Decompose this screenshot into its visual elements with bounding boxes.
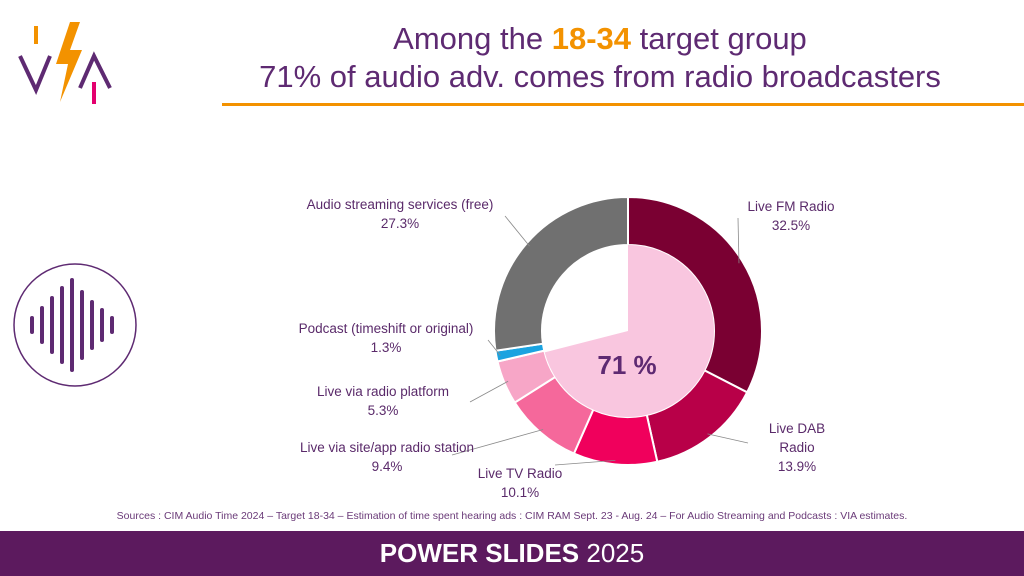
- slice-label: Podcast (timeshift or original) 1.3%: [299, 321, 474, 355]
- via-logo: [18, 22, 112, 104]
- slice-label: Live via radio platform 5.3%: [317, 384, 449, 418]
- slice-label: Live FM Radio 32.5%: [747, 199, 834, 233]
- footer-banner: POWER SLIDES 2025: [0, 531, 1024, 576]
- footer-title: POWER SLIDES: [379, 538, 580, 568]
- slice-label: Audio streaming services (free) 27.3%: [307, 197, 494, 231]
- slice-label: Live via site/app radio station 9.4%: [300, 440, 474, 474]
- footer-year: 2025: [586, 538, 645, 568]
- leader-line: [554, 459, 616, 466]
- slice-label: Live DAB Radio 13.9%: [769, 421, 825, 474]
- title-highlight: 18-34: [551, 21, 632, 56]
- sound-wave-icon: [13, 263, 137, 387]
- leader-line: [469, 380, 509, 403]
- leader-line: [707, 433, 749, 444]
- title-underline: [222, 103, 1024, 106]
- slice-label: Live TV Radio 10.1%: [478, 466, 563, 500]
- sources-note: Sources : CIM Audio Time 2024 – Target 1…: [116, 510, 908, 522]
- inner-highlight-area: [544, 245, 715, 418]
- donut-slice: [493, 195, 629, 352]
- leader-line: [487, 339, 501, 356]
- leader-line: [737, 217, 740, 264]
- leader-line: [504, 215, 530, 247]
- center-value-label: 71 %: [597, 350, 656, 380]
- page-title: Among the 18-34 target group 71% of audi…: [259, 21, 941, 94]
- leader-line: [451, 429, 544, 456]
